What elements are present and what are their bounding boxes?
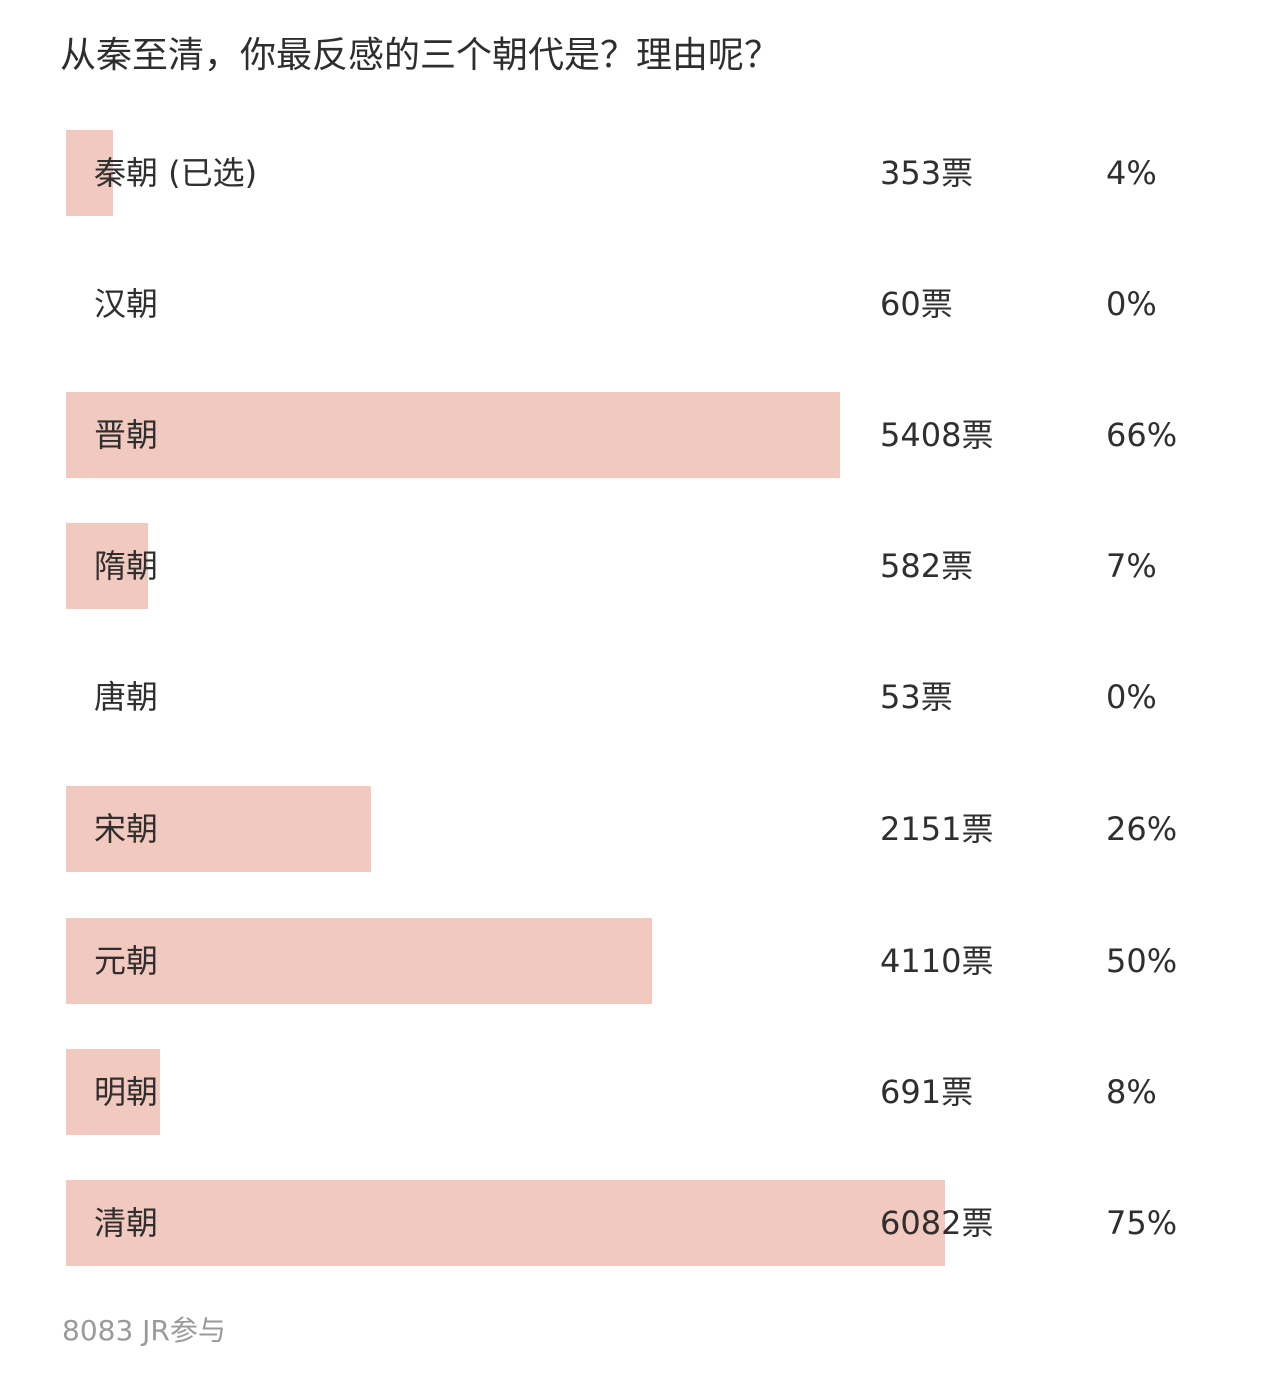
option-result-bar [66, 918, 652, 1004]
option-label: 汉朝 [94, 285, 159, 323]
option-result-bar [66, 786, 371, 872]
option-vote-count: 582票 [880, 547, 974, 585]
option-percentage: 7% [1106, 547, 1157, 585]
option-percentage: 66% [1106, 416, 1178, 454]
option-label: 明朝 [94, 1073, 159, 1111]
option-percentage: 50% [1106, 942, 1178, 980]
option-label: 唐朝 [94, 678, 159, 716]
option-vote-count: 2151票 [880, 810, 994, 848]
option-result-bar [66, 1049, 160, 1135]
option-label: 元朝 [94, 942, 159, 980]
option-percentage: 0% [1106, 285, 1157, 323]
option-percentage: 4% [1106, 154, 1157, 192]
option-label: 宋朝 [94, 810, 159, 848]
participant-count: 8083 JR参与 [62, 1314, 226, 1347]
option-vote-count: 60票 [880, 285, 953, 323]
poll-option-song[interactable]: 宋朝 2151票 26% [0, 786, 1262, 872]
poll-option-jin[interactable]: 晋朝 5408票 66% [0, 392, 1262, 478]
option-vote-count: 691票 [880, 1073, 974, 1111]
option-label: 隋朝 [94, 547, 159, 585]
option-percentage: 75% [1106, 1204, 1178, 1242]
poll-option-yuan[interactable]: 元朝 4110票 50% [0, 918, 1262, 1004]
option-result-bar [66, 1180, 945, 1266]
option-percentage: 26% [1106, 810, 1178, 848]
option-vote-count: 53票 [880, 678, 953, 716]
option-vote-count: 4110票 [880, 942, 994, 980]
option-result-bar [66, 130, 113, 216]
poll-title: 从秦至清，你最反感的三个朝代是？理由呢？ [60, 35, 781, 76]
option-vote-count: 5408票 [880, 416, 994, 454]
option-label: 秦朝 (已选) [94, 154, 258, 192]
poll-option-ming[interactable]: 明朝 691票 8% [0, 1049, 1262, 1135]
poll-option-sui[interactable]: 隋朝 582票 7% [0, 523, 1262, 609]
option-vote-count: 353票 [880, 154, 974, 192]
option-result-bar [66, 523, 148, 609]
option-vote-count: 6082票 [880, 1204, 994, 1242]
option-label: 晋朝 [94, 416, 159, 454]
option-percentage: 0% [1106, 678, 1157, 716]
poll-option-han[interactable]: 汉朝 60票 0% [0, 261, 1262, 347]
option-result-bar [66, 392, 840, 478]
poll-option-tang[interactable]: 唐朝 53票 0% [0, 654, 1262, 740]
poll-option-qin[interactable]: 秦朝 (已选) 353票 4% [0, 130, 1262, 216]
option-label: 清朝 [94, 1204, 159, 1242]
poll-option-qing[interactable]: 清朝 6082票 75% [0, 1180, 1262, 1266]
option-percentage: 8% [1106, 1073, 1157, 1111]
